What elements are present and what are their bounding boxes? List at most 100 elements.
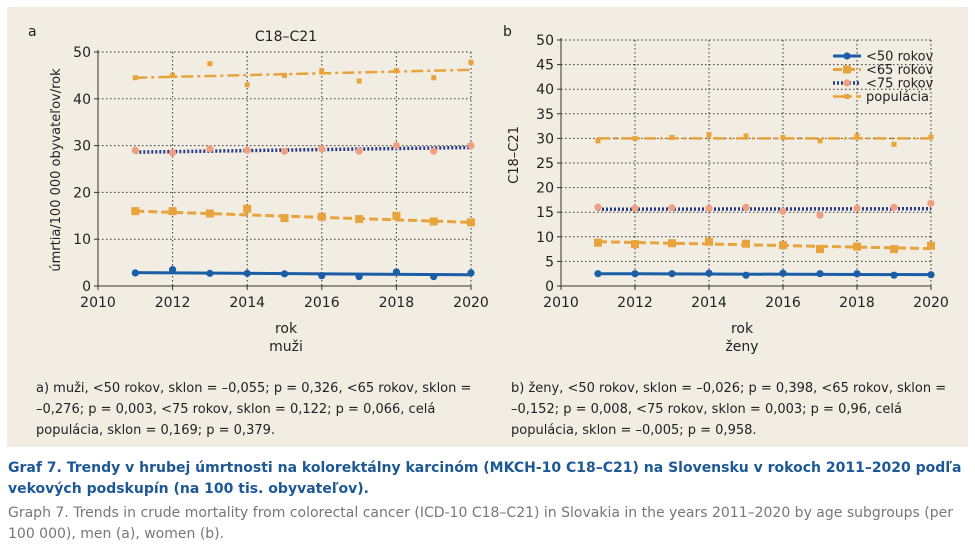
b-point-1 xyxy=(853,242,861,251)
a-xtick-label: 2016 xyxy=(304,295,340,311)
b-point-3 xyxy=(854,133,860,139)
a-ytick-label: 50 xyxy=(73,45,91,61)
b-point-2 xyxy=(927,199,935,207)
a-point-1 xyxy=(355,215,364,224)
a-point-2 xyxy=(131,146,139,154)
a-xtick-label: 2010 xyxy=(80,295,116,311)
b-point-3 xyxy=(891,141,897,147)
a-point-3 xyxy=(132,75,138,81)
b-ytick-label: 35 xyxy=(536,107,554,123)
b-point-3 xyxy=(928,134,934,140)
b-point-3 xyxy=(780,134,786,140)
figure-panel xyxy=(7,7,968,447)
a-point-0 xyxy=(355,273,363,281)
b-ytick-label: 0 xyxy=(545,279,554,295)
b-point-0 xyxy=(853,270,861,278)
legend-marker-2 xyxy=(843,79,851,87)
plot-a: 0 10 20 30 40 50 2010 2012 2014 2016 2018 2020 xyxy=(73,45,489,311)
b-xtick-label: 2016 xyxy=(765,295,801,311)
a-point-0 xyxy=(318,272,326,280)
b-ytick-label: 45 xyxy=(536,58,554,74)
a-point-1 xyxy=(429,217,438,226)
b-point-0 xyxy=(631,270,639,278)
a-point-1 xyxy=(168,207,177,216)
b-point-3 xyxy=(632,135,638,141)
a-point-1 xyxy=(243,204,252,213)
b-point-1 xyxy=(668,239,676,248)
panel-a-xlabel2: muži xyxy=(269,339,303,355)
b-point-1 xyxy=(816,245,824,254)
plot-b: 0 5 10 15 20 25 30 35 40 45 50 2010 2012 2014 2016 2018… xyxy=(536,33,949,311)
legend-marker-0 xyxy=(843,52,851,60)
caption-english: Graph 7. Trends in crude mortality from … xyxy=(8,505,954,542)
panel-b-letter: b xyxy=(503,24,512,40)
b-ytick-label: 10 xyxy=(536,230,554,246)
panel-a-letter: a xyxy=(28,24,37,40)
legend-label-2: <75 rokov xyxy=(866,77,934,92)
b-ytick-label: 50 xyxy=(536,33,554,49)
a-point-1 xyxy=(317,212,326,221)
b-point-2 xyxy=(853,204,861,212)
a-point-3 xyxy=(356,78,362,84)
b-trend-0 xyxy=(597,272,932,277)
a-point-0 xyxy=(430,273,438,281)
a-point-1 xyxy=(392,211,401,220)
panel-b-xlabel2: ženy xyxy=(725,339,758,355)
a-point-1 xyxy=(280,214,289,223)
legend-label-3: populácia xyxy=(866,90,929,105)
b-point-1 xyxy=(779,241,787,250)
a-xtick-label: 2018 xyxy=(379,295,415,311)
b-point-2 xyxy=(779,207,787,215)
a-point-0 xyxy=(169,266,177,274)
a-ytick-label: 40 xyxy=(73,92,91,108)
a-ytick-label: 20 xyxy=(73,185,91,201)
b-point-0 xyxy=(742,271,750,279)
a-point-3 xyxy=(244,82,250,88)
a-point-0 xyxy=(467,269,475,277)
b-ytick-label: 30 xyxy=(536,131,554,147)
panel-a-ylabel: úmrtia/100 000 obyvateľov/rok xyxy=(49,68,64,272)
b-point-0 xyxy=(779,269,787,277)
a-point-3 xyxy=(170,72,176,78)
legend-label-0: <50 rokov xyxy=(866,50,934,65)
b-ytick-label: 15 xyxy=(536,205,554,221)
b-ytick-label: 20 xyxy=(536,181,554,197)
b-ytick-label: 5 xyxy=(545,254,554,270)
caption-slovak: Graf 7. Trendy v hrubej úmrtnosti na kol… xyxy=(8,460,962,497)
a-trend-0 xyxy=(135,271,472,277)
b-point-3 xyxy=(817,138,823,144)
b-point-1 xyxy=(631,240,639,249)
a-xtick-label: 2014 xyxy=(229,295,265,311)
b-point-0 xyxy=(890,271,898,279)
b-point-3 xyxy=(595,138,601,144)
b-trend-1 xyxy=(597,240,932,251)
b-xtick-label: 2014 xyxy=(691,295,727,311)
a-point-3 xyxy=(468,59,474,65)
b-point-1 xyxy=(594,238,602,247)
a-point-3 xyxy=(319,68,325,74)
a-point-2 xyxy=(392,142,400,150)
b-point-3 xyxy=(669,134,675,140)
b-point-0 xyxy=(927,271,935,279)
b-point-0 xyxy=(816,270,824,278)
a-point-2 xyxy=(318,145,326,153)
b-ytick-label: 40 xyxy=(536,82,554,98)
legend-marker-3 xyxy=(844,94,850,99)
b-ytick-label: 25 xyxy=(536,156,554,172)
b-point-1 xyxy=(890,245,898,254)
a-point-0 xyxy=(392,268,400,276)
a-trend-3 xyxy=(135,68,472,79)
a-point-2 xyxy=(169,149,177,157)
a-ytick-label: 0 xyxy=(82,279,91,295)
a-trend-2 xyxy=(135,145,472,154)
b-xtick-label: 2020 xyxy=(913,295,949,311)
a-point-0 xyxy=(243,269,251,277)
b-point-3 xyxy=(706,131,712,137)
b-xtick-label: 2012 xyxy=(617,295,653,311)
a-point-0 xyxy=(280,270,289,278)
a-point-0 xyxy=(206,269,214,277)
panel-a-title: C18–C21 xyxy=(255,29,317,45)
a-point-3 xyxy=(393,68,399,74)
panel-a-xlabel: rok xyxy=(275,321,298,337)
b-point-3 xyxy=(743,133,749,139)
